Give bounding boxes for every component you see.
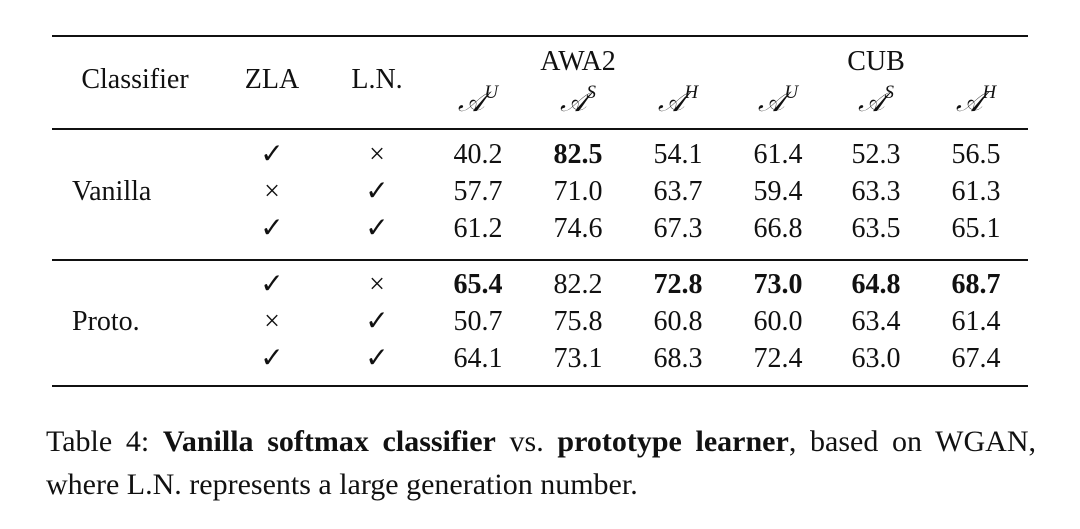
symbol: 𝒜 [757, 85, 785, 118]
cell: 64.1 [453, 343, 503, 374]
bottom-rule [52, 385, 1028, 387]
mid-rule [52, 259, 1028, 261]
cell: 61.2 [453, 213, 503, 244]
cell: 63.7 [653, 176, 703, 207]
cell: 52.3 [851, 139, 901, 170]
superscript: S [884, 82, 895, 103]
cell: × [369, 139, 385, 170]
symbol: 𝒜 [657, 85, 685, 118]
cell: ✓ [260, 139, 284, 170]
subheader: 𝒜U [458, 83, 498, 117]
superscript: S [586, 82, 597, 103]
cell: 64.8 [851, 269, 901, 300]
cell: 63.4 [851, 306, 901, 337]
symbol: 𝒜 [457, 85, 485, 118]
cell: 56.5 [951, 139, 1001, 170]
group-header: CUB [847, 46, 905, 77]
cell: 59.4 [753, 176, 803, 207]
cell: 72.8 [653, 269, 703, 300]
subheader: 𝒜U [758, 83, 798, 117]
subheader: 𝒜H [658, 83, 698, 117]
cell: 54.1 [653, 139, 703, 170]
cell: 73.1 [553, 343, 603, 374]
caption-text: Table 4: [46, 425, 163, 458]
subheader: 𝒜H [956, 83, 996, 117]
cell: ✓ [365, 213, 389, 244]
cell: ✓ [260, 213, 284, 244]
cell: 61.4 [753, 139, 803, 170]
cell: 67.4 [951, 343, 1001, 374]
subheader: 𝒜S [560, 83, 596, 117]
cell: ✓ [365, 306, 389, 337]
cell: 74.6 [553, 213, 603, 244]
superscript: H [684, 82, 699, 103]
cell: 66.8 [753, 213, 803, 244]
cell: × [264, 306, 280, 337]
symbol: 𝒜 [560, 85, 587, 118]
cell: × [264, 176, 280, 207]
cell: 65.4 [453, 269, 503, 300]
mid-rule [52, 128, 1028, 130]
column-header: ZLA [244, 64, 300, 95]
cell: 40.2 [453, 139, 503, 170]
cell: × [369, 269, 385, 300]
cell: 60.0 [753, 306, 803, 337]
cell: 75.8 [553, 306, 603, 337]
caption: Table 4: Vanilla softmax classifier vs. … [46, 420, 1036, 506]
cell: 73.0 [753, 269, 803, 300]
caption-text: , based on WGAN, where L.N. represents a… [46, 425, 1036, 501]
cell: 63.3 [851, 176, 901, 207]
cell: 61.4 [951, 306, 1001, 337]
cell: 63.5 [851, 213, 901, 244]
caption-text: vs. [495, 425, 558, 458]
cell: 61.3 [951, 176, 1001, 207]
subheader: 𝒜S [858, 83, 894, 117]
cell: 50.7 [453, 306, 503, 337]
row-group-label: Proto. [72, 306, 140, 337]
caption-text: prototype learner [557, 425, 789, 458]
cell: 57.7 [453, 176, 503, 207]
cell: ✓ [260, 343, 284, 374]
top-rule [52, 35, 1028, 37]
caption-text: Vanilla softmax classifier [162, 425, 496, 458]
cell: ✓ [365, 176, 389, 207]
cell: 72.4 [753, 343, 803, 374]
superscript: U [784, 82, 799, 103]
cell: 82.2 [553, 269, 603, 300]
cell: 60.8 [653, 306, 703, 337]
cell: 68.7 [951, 269, 1001, 300]
cell: 68.3 [653, 343, 703, 374]
column-header: L.N. [351, 64, 403, 95]
symbol: 𝒜 [955, 85, 983, 118]
superscript: H [982, 82, 997, 103]
cell: 71.0 [553, 176, 603, 207]
superscript: U [484, 82, 499, 103]
cell: 82.5 [553, 139, 603, 170]
cell: 67.3 [653, 213, 703, 244]
cell: 65.1 [951, 213, 1001, 244]
row-group-label: Vanilla [72, 176, 152, 207]
cell: ✓ [365, 343, 389, 374]
symbol: 𝒜 [858, 85, 885, 118]
column-header: Classifier [81, 64, 189, 95]
group-header: AWA2 [540, 46, 616, 77]
cell: ✓ [260, 269, 284, 300]
cell: 63.0 [851, 343, 901, 374]
